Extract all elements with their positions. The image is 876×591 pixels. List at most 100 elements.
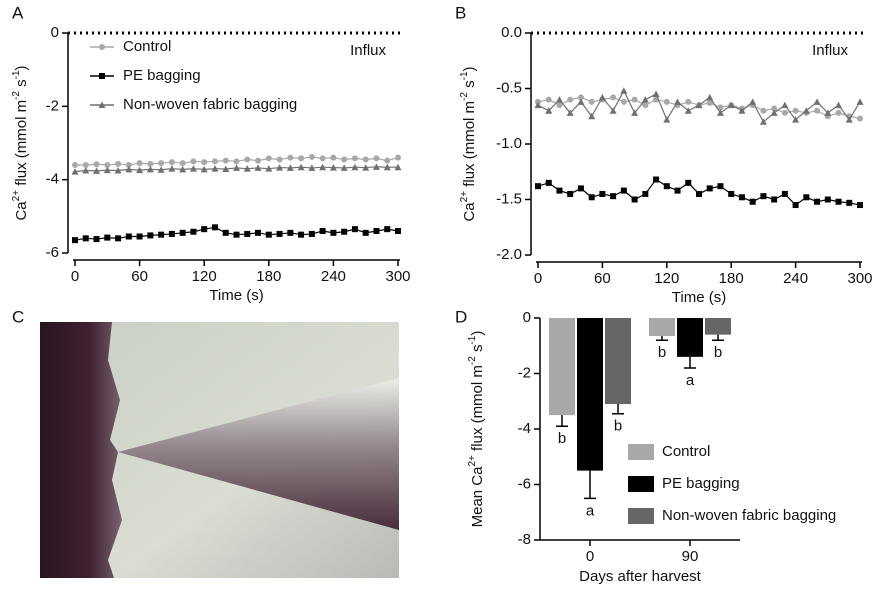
y-axis-label-part: s	[469, 345, 486, 357]
point	[738, 107, 746, 114]
x-tick-label: 120	[654, 270, 679, 287]
panel-label: A	[12, 3, 24, 22]
point	[330, 229, 337, 236]
y-tick-label: -2	[46, 97, 59, 114]
point	[179, 165, 187, 173]
error-bar	[712, 334, 724, 341]
error-bar	[584, 470, 596, 500]
point	[308, 153, 315, 160]
point	[125, 233, 132, 240]
point	[716, 109, 724, 116]
point	[222, 157, 229, 164]
significance-letter: a	[686, 372, 695, 389]
y-axis-label-part: )	[461, 66, 478, 71]
point	[233, 158, 240, 165]
point	[577, 94, 584, 101]
y-axis-label-part: flux (mmol m	[469, 365, 486, 455]
point	[728, 190, 735, 197]
x-axis-label: Time (s)	[672, 289, 726, 306]
micrograph	[40, 322, 399, 578]
point	[82, 235, 89, 242]
point	[845, 116, 853, 123]
point	[641, 96, 649, 103]
point	[115, 235, 122, 242]
point	[642, 190, 649, 197]
point	[610, 94, 617, 101]
point	[82, 167, 90, 174]
legend-label: Control	[123, 38, 171, 55]
point	[308, 230, 315, 237]
bar	[549, 318, 575, 416]
x-tick-label: 0	[534, 270, 542, 287]
y-axis-label-part: )	[469, 331, 486, 336]
point	[781, 101, 789, 109]
point	[168, 230, 175, 237]
point	[577, 98, 585, 105]
point	[255, 157, 262, 164]
point	[93, 161, 100, 168]
y-tick-label: -6	[46, 244, 59, 261]
point	[588, 112, 596, 120]
point	[663, 183, 670, 190]
y-tick-label: -4	[46, 171, 59, 188]
point	[814, 107, 821, 114]
x-axis-label: Time (s)	[209, 287, 263, 304]
point	[93, 236, 100, 243]
point	[362, 164, 370, 171]
point	[104, 234, 111, 241]
point	[663, 98, 670, 105]
y-tick-label: -4	[518, 420, 531, 437]
point	[201, 226, 208, 233]
legend-swatch	[628, 508, 654, 524]
y-tick-label: -1.0	[496, 135, 522, 152]
x-tick-label: 180	[256, 268, 281, 285]
point	[351, 163, 359, 171]
y-axis-label-part: flux (mmol m	[13, 100, 30, 190]
point	[566, 109, 574, 116]
point	[244, 156, 251, 163]
y-tick-label: -6	[518, 475, 531, 492]
point	[71, 168, 79, 175]
point	[567, 96, 574, 103]
point	[792, 116, 800, 123]
point	[717, 183, 724, 190]
point	[696, 190, 702, 197]
point	[814, 198, 821, 205]
point	[803, 194, 810, 201]
panel-label: D	[455, 307, 467, 326]
point	[652, 90, 660, 98]
point	[341, 156, 348, 163]
point	[276, 230, 283, 237]
x-tick-label: 60	[594, 270, 611, 287]
x-tick-label: 240	[783, 270, 808, 287]
y-axis-label-part: flux (mmol m	[461, 101, 478, 191]
x-tick-label: 120	[192, 268, 217, 285]
point	[104, 162, 111, 168]
point	[222, 229, 229, 236]
tissue	[40, 322, 122, 578]
point	[297, 163, 305, 171]
point	[189, 165, 197, 172]
point	[384, 226, 391, 233]
point	[158, 231, 165, 238]
point	[211, 224, 218, 231]
point	[115, 160, 122, 167]
point	[265, 165, 273, 172]
annotation: Influx	[350, 42, 386, 59]
x-axis-label: Days after harvest	[579, 568, 702, 585]
y-axis-label: Ca2+ flux (mmol m-2 s-1)	[11, 65, 30, 220]
point	[610, 193, 617, 200]
point	[147, 232, 154, 239]
point	[136, 160, 143, 167]
legend-marker	[99, 73, 105, 79]
point	[706, 185, 713, 192]
point	[781, 190, 788, 197]
point	[802, 107, 810, 114]
y-tick-label: -0.5	[496, 79, 522, 96]
x-tick-label: 0	[71, 268, 79, 285]
point	[846, 199, 853, 206]
y-axis-label: Ca2+ flux (mmol m-2 s-1)	[459, 66, 478, 221]
point	[835, 109, 842, 116]
point	[824, 196, 831, 203]
significance-letter: b	[658, 344, 666, 361]
